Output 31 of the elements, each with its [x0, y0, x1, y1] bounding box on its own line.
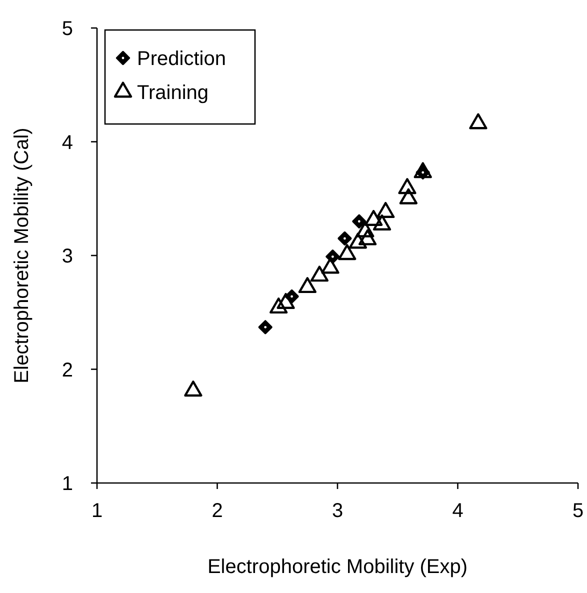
- x-tick-label: 1: [91, 500, 103, 522]
- legend-label: Training: [137, 82, 209, 104]
- x-tick-label: 2: [212, 500, 223, 522]
- y-tick-label: 4: [62, 132, 73, 154]
- point: [276, 292, 295, 309]
- point: [399, 188, 418, 204]
- legend-label: Prediction: [137, 48, 226, 70]
- y-tick-label: 3: [62, 246, 73, 268]
- y-tick-label: 2: [62, 359, 73, 382]
- x-tick-label: 4: [452, 500, 464, 522]
- x-axis-title: Electrophoretic Mobility (Exp): [207, 556, 468, 578]
- y-tick-label: 1: [62, 473, 73, 495]
- point: [321, 258, 340, 274]
- point: [364, 210, 383, 226]
- point: [358, 229, 377, 246]
- point: [372, 214, 392, 230]
- x-tick-label: 5: [572, 500, 584, 522]
- point: [356, 221, 374, 238]
- point: [310, 266, 329, 282]
- y-tick-label: 5: [62, 18, 73, 40]
- point: [398, 178, 416, 194]
- point: [298, 277, 317, 294]
- point: [270, 298, 288, 314]
- point: [414, 162, 432, 178]
- x-tick-label: 3: [332, 500, 344, 522]
- point: [184, 380, 202, 397]
- point: [376, 202, 395, 218]
- y-axis-title: Electrophoretic Mobility (Cal): [11, 128, 33, 384]
- point: [348, 232, 368, 249]
- point: [469, 113, 488, 130]
- point: [338, 244, 356, 260]
